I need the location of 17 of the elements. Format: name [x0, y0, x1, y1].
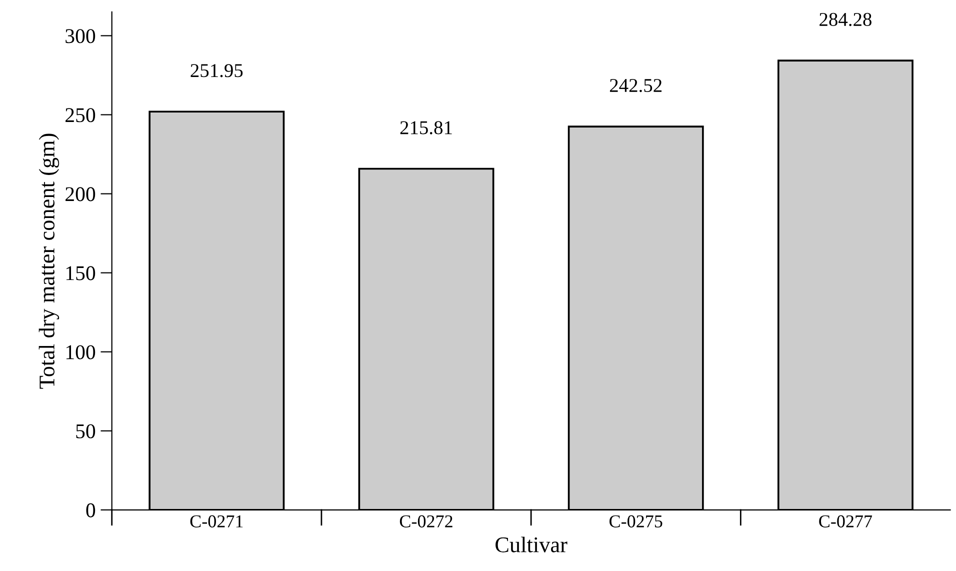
- y-tick-label: 300: [66, 29, 96, 44]
- y-axis-title: Total dry matter conent (gm): [38, 134, 60, 389]
- y-tick-label: 100: [66, 345, 96, 360]
- x-tick-label: C-0271: [190, 515, 243, 528]
- y-tick-label: 50: [76, 424, 96, 438]
- data-label: 215.81: [400, 121, 452, 134]
- data-label: 284.28: [820, 12, 872, 26]
- x-tick-label: C-0272: [400, 515, 452, 528]
- y-tick-label: 150: [66, 266, 96, 280]
- x-axis-title: Cultivar: [496, 536, 568, 552]
- y-tick-label: 0: [86, 503, 96, 518]
- x-tick-label: C-0277: [819, 515, 872, 528]
- y-tick-label: 250: [66, 108, 96, 122]
- data-label: 242.52: [610, 78, 662, 92]
- x-tick-label: C-0275: [610, 515, 662, 528]
- data-label: 251.95: [190, 64, 243, 78]
- y-tick-label: 200: [66, 187, 96, 202]
